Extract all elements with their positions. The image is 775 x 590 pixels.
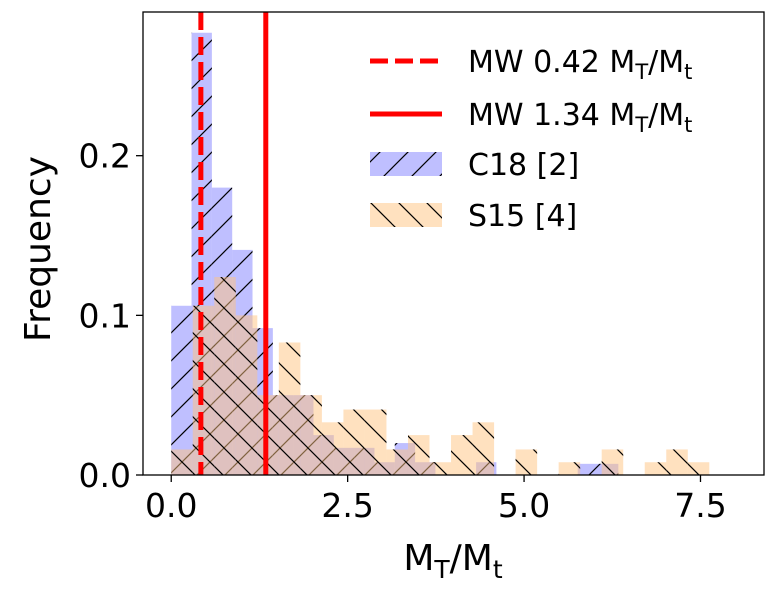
y-tick-label-1: 0.1 [79,296,131,335]
bar-hatch-1-9 [364,409,387,475]
legend-swatch-hatch-0 [370,152,442,176]
bar-hatch-1-1 [192,305,215,475]
bar-hatch-1-3 [235,315,258,475]
plot-frame [142,11,765,476]
x-tick-label-2: 5.0 [498,486,550,525]
bar-hatch-1-14 [472,422,495,475]
legend-label-1: MW 1.34 MT/Mt [468,98,692,137]
bar-hatch-1-8 [343,409,365,475]
x-axis: 0.0 2.5 5.0 7.5 [145,475,727,525]
legend-label-3: S15 [4] [468,199,577,234]
bar-hatch-1-13 [451,435,473,475]
bar-hatch-1-20 [601,449,624,475]
y-axis: 0.0 0.1 0.2 [79,137,143,495]
bar-hatch-1-5 [278,342,301,475]
y-tick-label-0: 0.0 [79,456,131,495]
bar-hatch-1-22 [644,462,667,475]
bar-hatch-1-10 [386,449,408,475]
bar-hatch-1-12 [429,462,452,475]
bar-hatch-1-24 [687,462,710,475]
bar-hatch-1-0 [171,449,193,475]
bar-hatch-1-6 [300,395,322,475]
y-tick-label-2: 0.2 [79,137,131,176]
x-axis-label: MT/Mt [403,538,503,584]
bar-hatch-1-11 [407,435,430,475]
y-axis-label: Frequency [18,156,59,342]
bar-hatch-1-18 [558,462,581,475]
x-tick-label-3: 7.5 [674,486,726,525]
legend-swatch-hatch-1 [370,203,442,227]
legend-label-0: MW 0.42 MT/Mt [468,45,692,84]
reference-lines [198,12,269,475]
bar-hatch-1-16 [515,449,538,475]
bar-hatch-1-2 [214,277,236,475]
legend-label-2: C18 [2] [468,148,579,183]
bar-hatch-1-23 [666,449,688,475]
x-tick-label-0: 0.0 [145,486,197,525]
bar-hatch-0-0 [171,305,192,475]
bar-hatch-0-20 [577,463,599,475]
legend: MW 0.42 MT/Mt MW 1.34 MT/Mt C18 [2] S15 [4] [370,45,692,234]
x-tick-label-1: 2.5 [321,486,373,525]
series-1 [171,277,710,475]
bar-hatch-1-7 [321,422,344,475]
